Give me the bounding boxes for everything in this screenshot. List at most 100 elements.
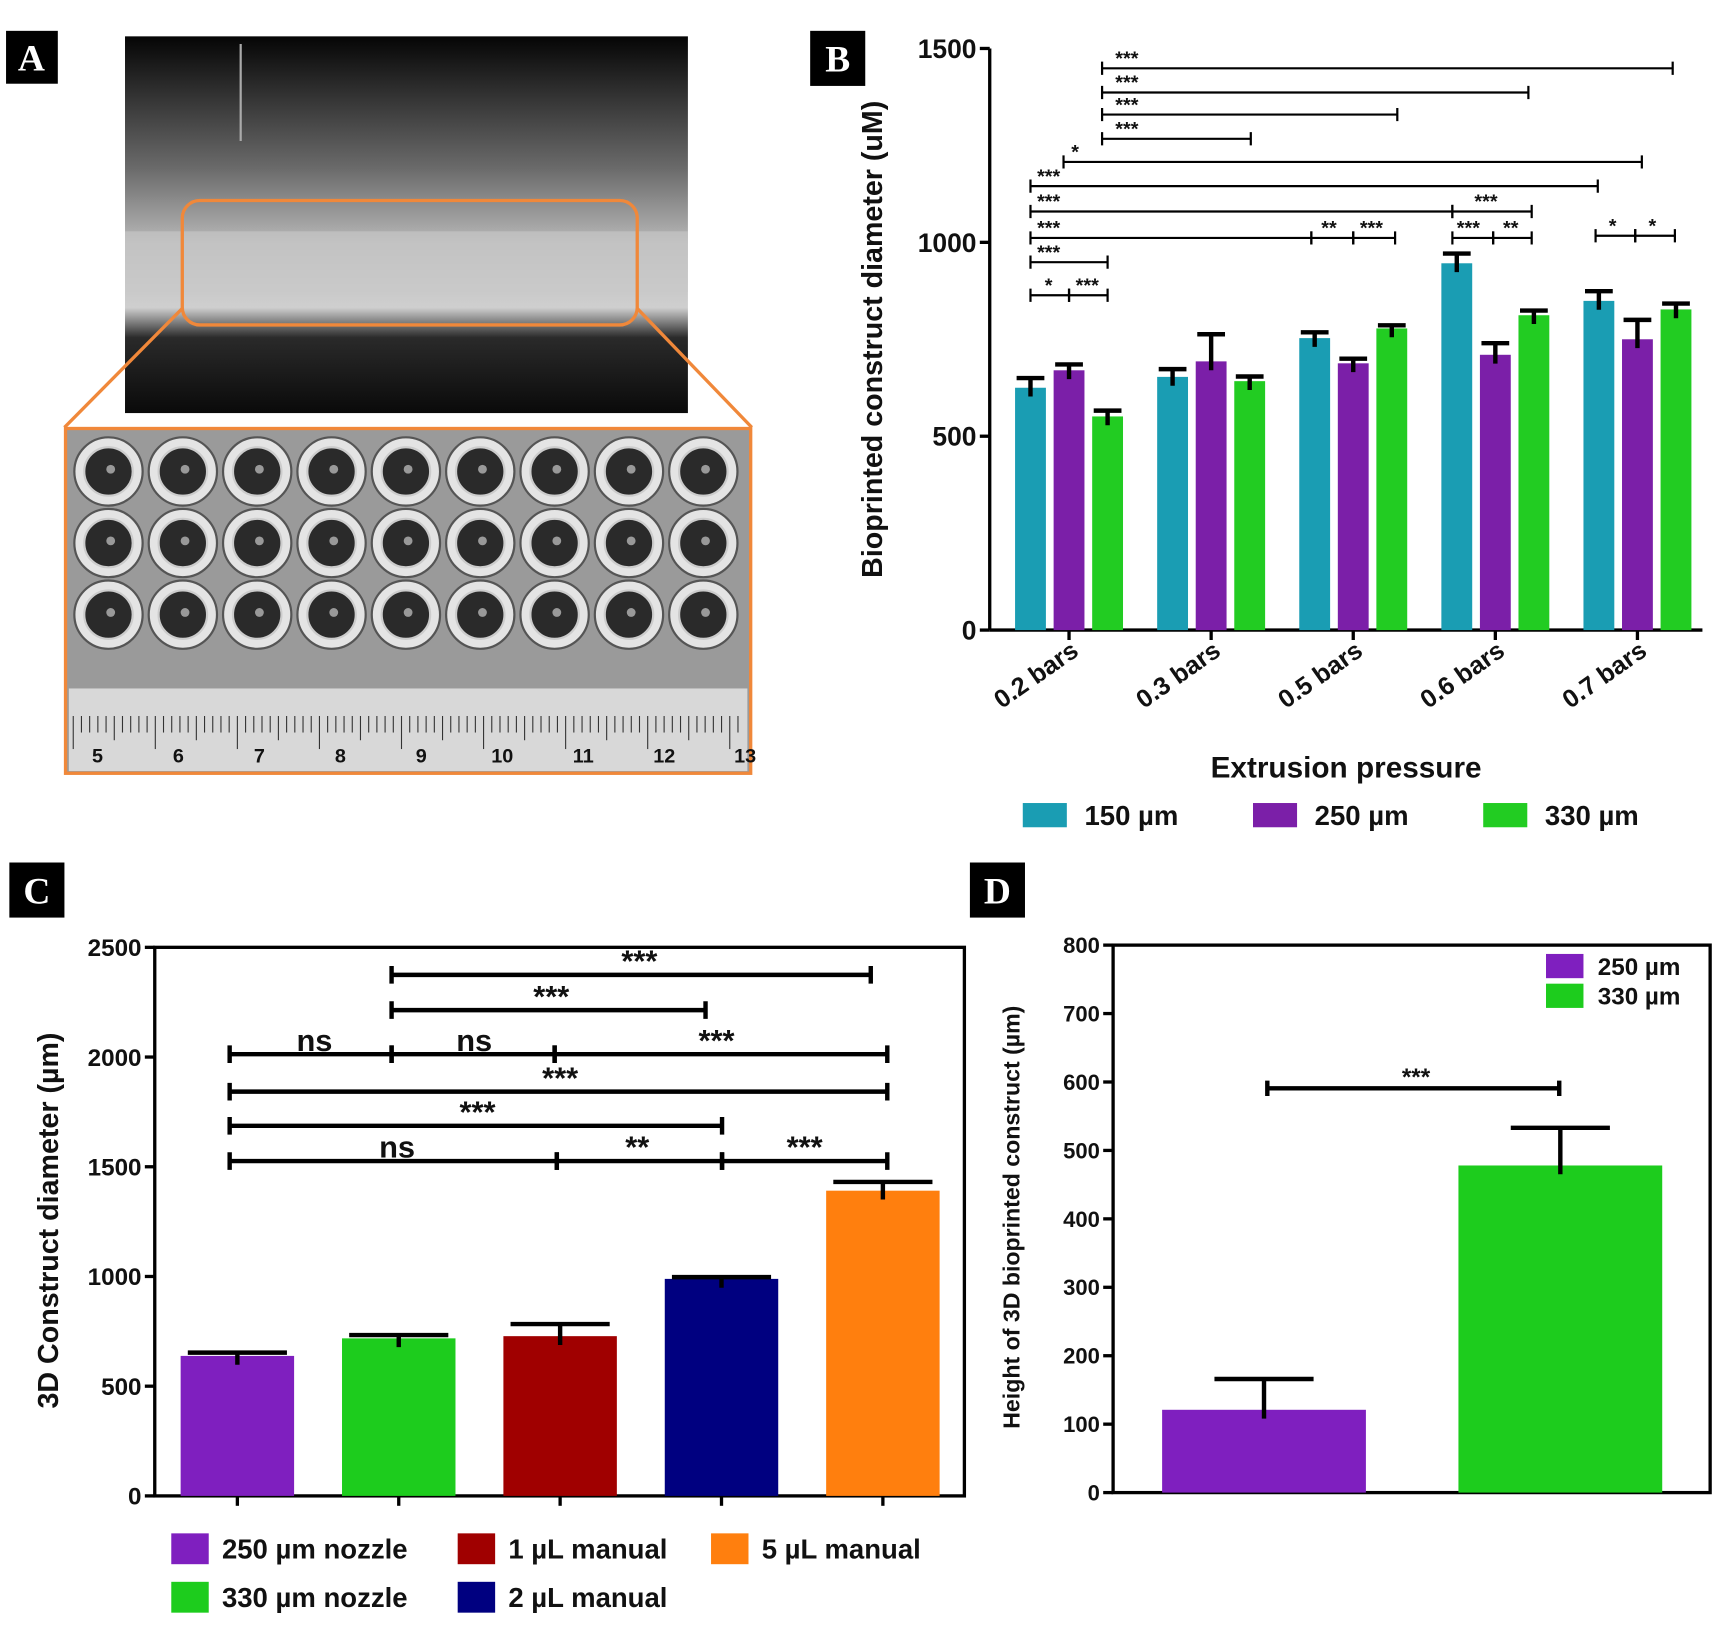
significance-label: *** [1115, 48, 1138, 70]
error-bar [187, 1350, 287, 1365]
ruler [68, 688, 748, 772]
significance-bracket [719, 1152, 890, 1170]
bar [1583, 300, 1615, 631]
ruler-label: 12 [653, 745, 675, 767]
x-tick-label: 0.6 bars [1415, 636, 1509, 714]
error-bar [1377, 323, 1406, 338]
legend-swatch [1546, 983, 1584, 1008]
bar [1053, 370, 1085, 631]
significance-label: ** [1503, 218, 1519, 240]
error-bar [1662, 301, 1690, 319]
significance-bracket [1451, 204, 1533, 219]
x-tick-label: 0.5 bars [1273, 636, 1367, 714]
plot-frame [1111, 943, 1712, 1495]
bar [1441, 263, 1473, 631]
legend-label: 330 µm [1598, 984, 1681, 1011]
bar [1660, 309, 1692, 631]
bar [1299, 338, 1331, 631]
legend-swatch [711, 1533, 749, 1565]
error-bar [1197, 332, 1226, 371]
legend-label: 250 µm [1315, 800, 1409, 831]
panel-label-box [9, 862, 65, 918]
error-bar [1510, 1125, 1610, 1175]
legend-label: 2 µL manual [508, 1582, 667, 1613]
photo [125, 36, 688, 414]
significance-bracket [1067, 288, 1109, 302]
well-glint [180, 464, 190, 474]
significance-label: *** [1037, 218, 1060, 240]
significance-bracket [1029, 255, 1109, 269]
y-tick-label: 600 [1063, 1070, 1100, 1095]
significance-bracket [227, 1116, 725, 1135]
panel-label: A [18, 38, 45, 79]
y-axis-title: 3D Construct diameter (µm) [33, 1033, 65, 1409]
significance-label: * [1648, 215, 1656, 237]
y-tick-label: 500 [101, 1374, 141, 1401]
significance-label: ns [379, 1130, 415, 1165]
ruler-label: 5 [92, 745, 103, 767]
y-tick-label: 0 [1088, 1481, 1100, 1506]
significance-bracket [1100, 132, 1252, 146]
chart: D 0 100 200 300 400 500 600 700 800 Height of 3D b… [969, 862, 1712, 1506]
well-glint [403, 608, 413, 617]
x-tick-label: 0.3 bars [1131, 636, 1225, 714]
well-glint [106, 608, 116, 617]
well-glint [478, 608, 487, 617]
significance-label: *** [1115, 118, 1138, 140]
y-tick-label: 300 [1063, 1275, 1100, 1300]
legend-swatch [1546, 953, 1584, 979]
y-tick-label: 2000 [88, 1045, 142, 1072]
y-tick-label: 2500 [88, 935, 142, 962]
legend-swatch [1483, 803, 1528, 828]
legend-label: 250 µm [1598, 954, 1681, 981]
y-tick-label: 100 [1063, 1412, 1100, 1437]
legend-label: 5 µL manual [762, 1534, 921, 1565]
well-glint [552, 464, 562, 474]
well-glint [254, 464, 264, 474]
significance-label: *** [1360, 218, 1383, 240]
error-bar [1481, 340, 1510, 364]
bar [342, 1338, 456, 1496]
significance-bracket [389, 966, 873, 984]
legend-swatch [457, 1581, 496, 1613]
x-axis-title: Extrusion pressure [1211, 752, 1482, 785]
panel-label-box [6, 30, 58, 84]
error-bar [671, 1274, 772, 1288]
ruler-label: 6 [173, 745, 184, 767]
bar [1157, 376, 1189, 631]
y-tick-label: 700 [1063, 1001, 1100, 1026]
significance-bracket [1029, 179, 1599, 193]
significance-label: *** [787, 1130, 823, 1165]
y-axis-title: Height of 3D bioprinted construct (µm) [998, 1006, 1024, 1429]
legend-label: 330 µm nozzle [222, 1582, 408, 1613]
significance-bracket [1492, 231, 1533, 245]
well-glint [478, 536, 487, 546]
significance-label: *** [1037, 242, 1060, 264]
y-tick-label: 0 [962, 616, 977, 646]
significance-bracket [1634, 229, 1676, 243]
chart: C 0 500 1000 1500 2000 2500 3D Construct diamet… [9, 862, 967, 1613]
zoom-line [636, 307, 753, 429]
x-tick-label: 0.7 bars [1557, 636, 1651, 714]
error-bar [1158, 366, 1187, 386]
significance-bracket [552, 1045, 890, 1063]
bar [664, 1278, 779, 1496]
photo-panel: 5 6 7 8 9 10 11 12 13 [63, 36, 756, 775]
error-bar [510, 1321, 610, 1345]
significance-label: *** [621, 944, 657, 979]
well-glint [626, 608, 636, 617]
legend-label: 250 µm nozzle [222, 1534, 408, 1565]
bar [503, 1336, 617, 1496]
error-bar [1442, 251, 1471, 273]
well-glint [626, 536, 636, 546]
significance-bracket [1029, 231, 1313, 245]
error-bar [1055, 362, 1083, 380]
significance-label: ns [296, 1023, 332, 1058]
y-axis-title: Bioprinted construct diameter (uM) [857, 101, 889, 578]
plate [125, 231, 688, 292]
y-tick-label: 400 [1063, 1207, 1100, 1232]
bar [1518, 315, 1550, 631]
well-glint [254, 536, 264, 546]
x-tick-label: 0.2 bars [989, 636, 1083, 714]
significance-label: *** [1402, 1064, 1431, 1091]
